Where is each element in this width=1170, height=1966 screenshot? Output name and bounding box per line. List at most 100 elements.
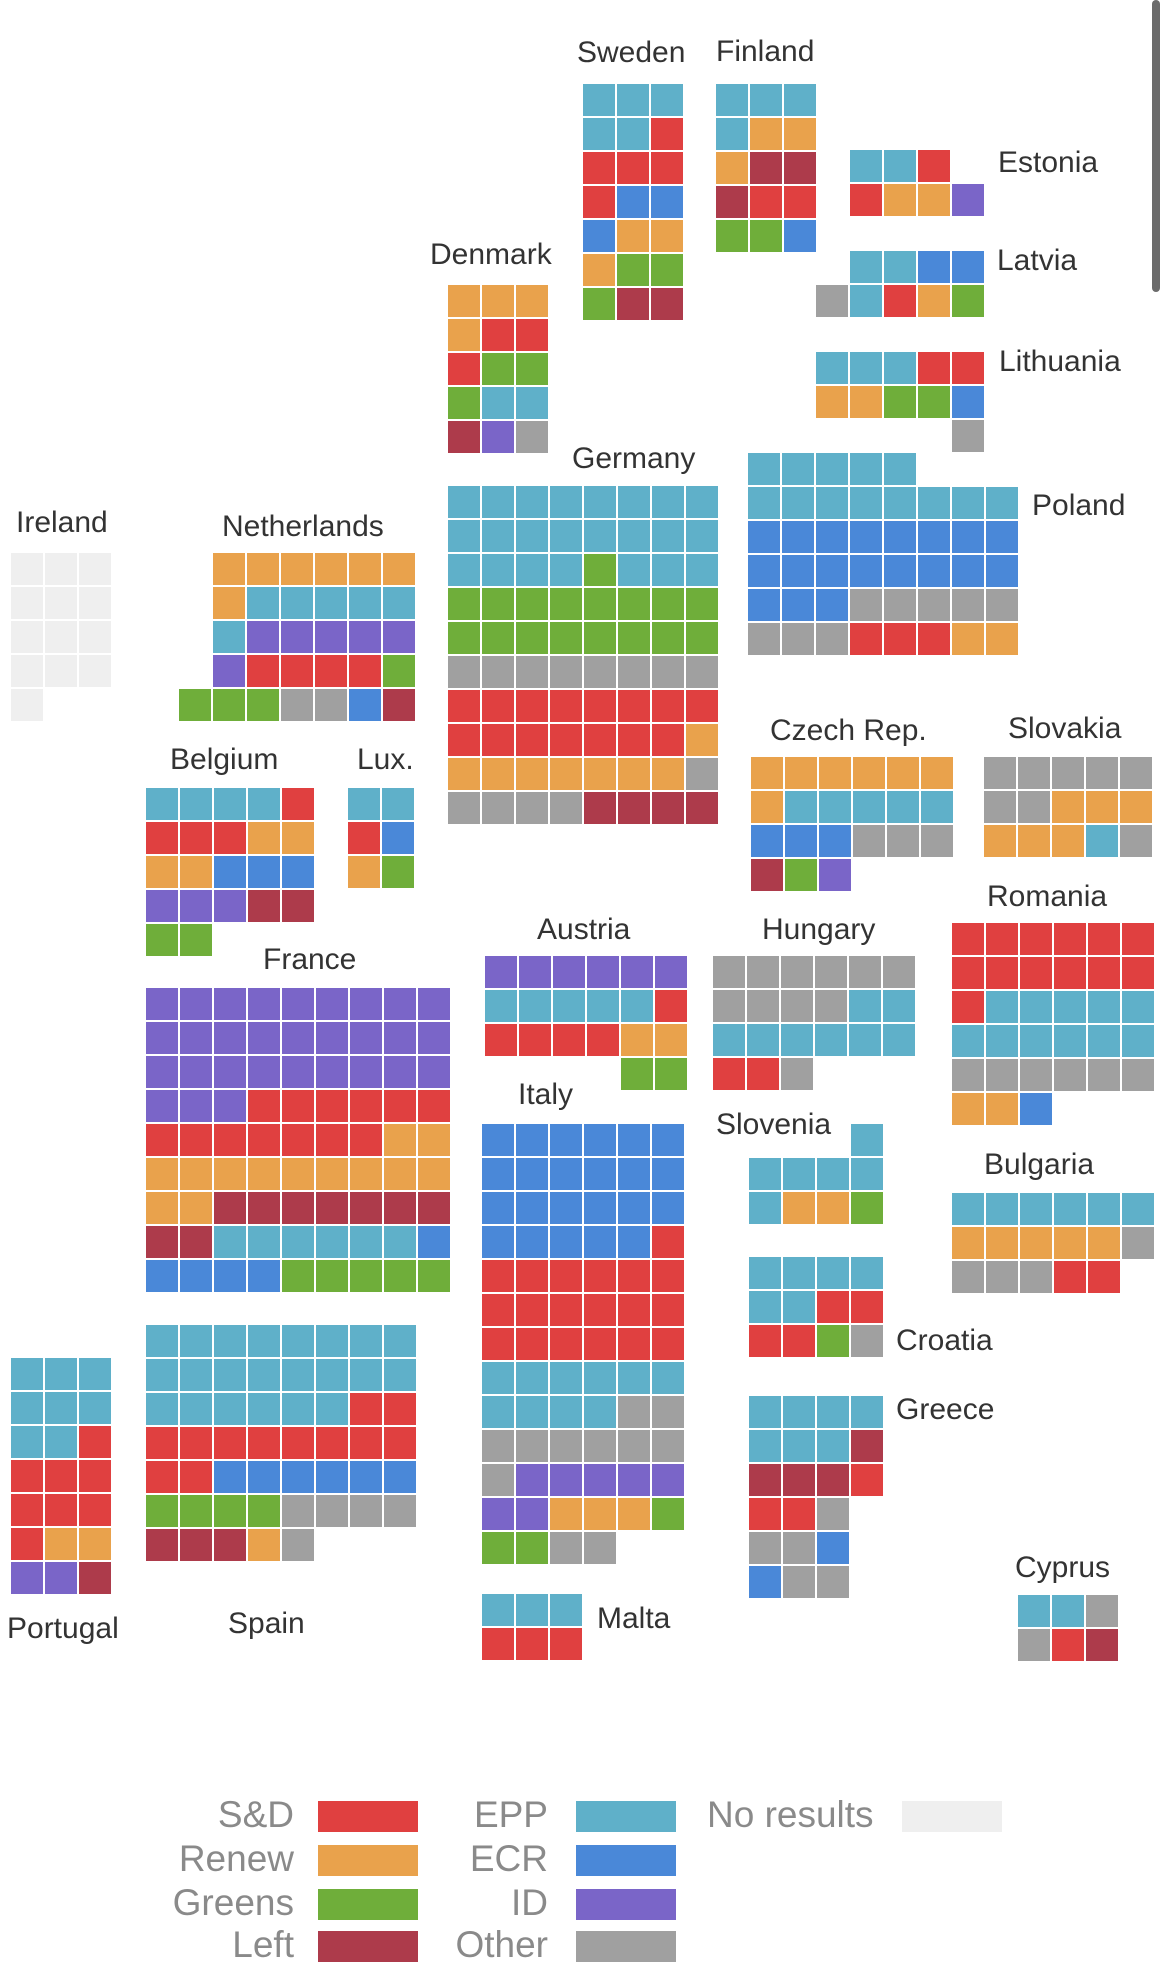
seat-italy-sd (550, 1294, 582, 1326)
seat-slovakia-ot (1018, 791, 1050, 823)
seat-germany-gr (584, 554, 616, 586)
seat-romania-ecr (1020, 1093, 1052, 1125)
seat-italy-ot (516, 1430, 548, 1462)
seat-france-re (384, 1158, 416, 1190)
seat-germany-gr (550, 588, 582, 620)
seat-lithuania-sd (952, 352, 984, 384)
seat-portugal-sd (11, 1528, 43, 1560)
seat-poland-ecr (816, 521, 848, 553)
seat-finland-epp (716, 118, 748, 150)
seat-france-sd (316, 1090, 348, 1122)
seat-belgium-le (248, 890, 280, 922)
seat-germany-gr (516, 622, 548, 654)
seat-germany-ot (584, 656, 616, 688)
seat-germany-ot (550, 656, 582, 688)
seat-spain-le (180, 1529, 212, 1561)
country-label-poland: Poland (1032, 489, 1126, 522)
legend-item-ecr: ECR (0, 1839, 1170, 1879)
seat-france-re (350, 1158, 382, 1190)
seat-greece-le (851, 1430, 883, 1462)
seat-hungary-epp (883, 990, 915, 1022)
seat-czech-rep-epp (785, 791, 817, 823)
scrollbar[interactable] (1152, 0, 1160, 292)
seat-austria-id (621, 956, 653, 988)
seat-italy-ecr (652, 1124, 684, 1156)
seat-france-ecr (418, 1226, 450, 1258)
seat-sweden-epp (583, 84, 615, 116)
seat-ireland-nr (11, 621, 43, 653)
seat-slovenia-epp (851, 1124, 883, 1156)
seat-finland-sd (784, 186, 816, 218)
seat-germany-re (584, 758, 616, 790)
seat-france-id (248, 1022, 280, 1054)
seat-italy-epp (550, 1362, 582, 1394)
seat-spain-sd (180, 1461, 212, 1493)
seat-croatia-sd (783, 1325, 815, 1357)
seat-austria-sd (553, 1024, 585, 1056)
seat-cyprus-ot (1086, 1595, 1118, 1627)
seat-romania-epp (1122, 991, 1154, 1023)
seat-portugal-sd (45, 1460, 77, 1492)
seat-belgium-epp (180, 788, 212, 820)
seat-spain-ot (384, 1495, 416, 1527)
seat-czech-rep-ot (887, 825, 919, 857)
seat-lux-sd (348, 822, 380, 854)
seat-poland-epp (918, 487, 950, 519)
country-label-estonia: Estonia (998, 146, 1099, 179)
seat-austria-epp (519, 990, 551, 1022)
seat-portugal-sd (11, 1460, 43, 1492)
seat-poland-epp (986, 487, 1018, 519)
seat-poland-ecr (748, 521, 780, 553)
seat-france-id (180, 1056, 212, 1088)
seat-italy-sd (482, 1260, 514, 1292)
seat-poland-ot (986, 589, 1018, 621)
seat-lithuania-gr (884, 386, 916, 418)
seat-croatia-ot (851, 1325, 883, 1357)
seat-belgium-re (180, 856, 212, 888)
seat-france-sd (418, 1090, 450, 1122)
seat-romania-sd (1020, 957, 1052, 989)
seat-estonia-re (884, 184, 916, 216)
seat-france-ecr (214, 1260, 246, 1292)
seat-italy-ecr (584, 1124, 616, 1156)
seat-netherlands-id (383, 621, 415, 653)
seat-sweden-epp (583, 118, 615, 150)
seat-france-id (418, 1022, 450, 1054)
seat-estonia-epp (850, 150, 882, 182)
seat-czech-rep-re (853, 757, 885, 789)
seat-sweden-epp (651, 84, 683, 116)
seat-sweden-sd (617, 152, 649, 184)
seat-germany-ot (686, 656, 718, 688)
seat-portugal-sd (79, 1460, 111, 1492)
seat-italy-ecr (516, 1124, 548, 1156)
seat-spain-epp (180, 1325, 212, 1357)
seat-italy-ecr (516, 1158, 548, 1190)
seat-france-gr (316, 1260, 348, 1292)
seat-slovenia-epp (749, 1158, 781, 1190)
seat-spain-ot (316, 1495, 348, 1527)
seat-slovakia-re (984, 825, 1016, 857)
seat-poland-epp (748, 487, 780, 519)
seat-germany-epp (652, 554, 684, 586)
seat-italy-re (550, 1498, 582, 1530)
seat-france-le (316, 1192, 348, 1224)
seat-hungary-epp (849, 990, 881, 1022)
seat-italy-sd (550, 1260, 582, 1292)
seat-poland-epp (782, 453, 814, 485)
seat-italy-ecr (516, 1226, 548, 1258)
seat-poland-ecr (782, 555, 814, 587)
country-label-germany: Germany (572, 442, 696, 475)
seat-belgium-re (248, 822, 280, 854)
seat-romania-sd (1088, 957, 1120, 989)
seat-italy-sd (652, 1226, 684, 1258)
legend-label-ecr: ECR (469, 1838, 548, 1879)
seat-france-re (384, 1124, 416, 1156)
seat-greece-ot (749, 1532, 781, 1564)
seat-latvia-ecr (918, 251, 950, 283)
seat-netherlands-le (383, 689, 415, 721)
seat-france-re (248, 1158, 280, 1190)
seat-italy-epp (482, 1362, 514, 1394)
seat-czech-rep-re (921, 757, 953, 789)
seat-germany-sd (652, 690, 684, 722)
seat-italy-ecr (482, 1158, 514, 1190)
